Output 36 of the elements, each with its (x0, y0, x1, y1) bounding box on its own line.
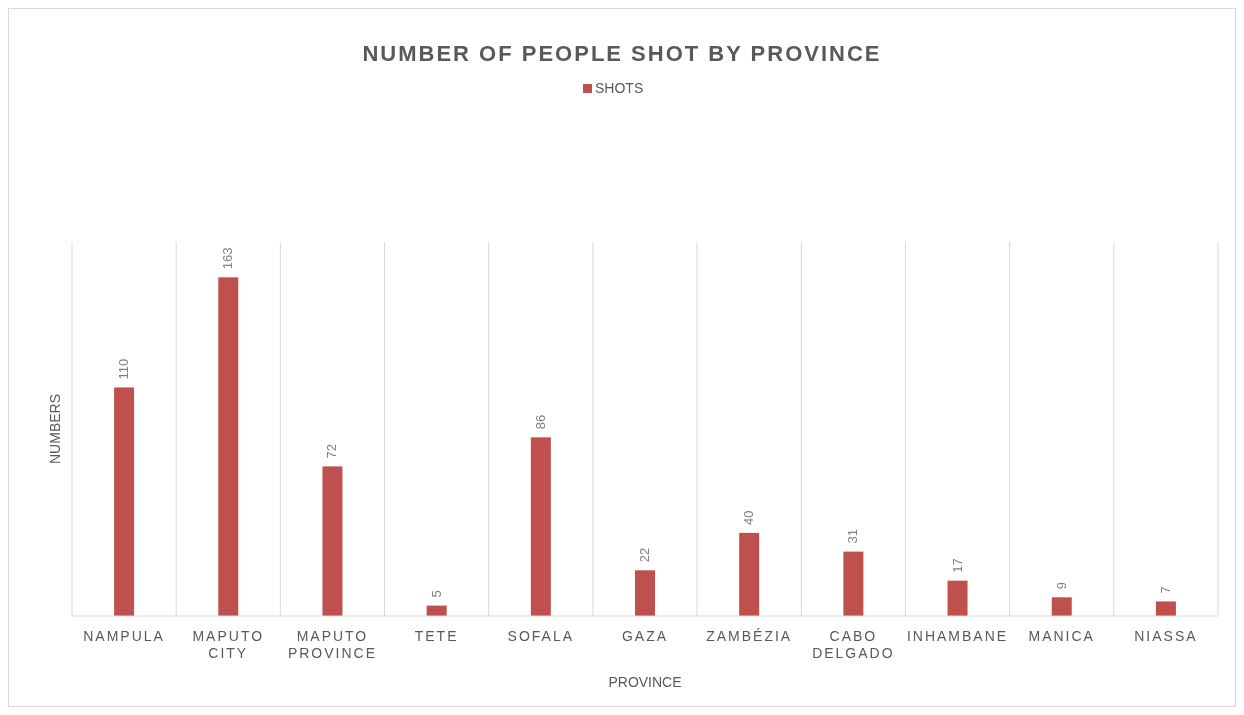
bar (843, 551, 864, 616)
chart-title: NUMBER OF PEOPLE SHOT BY PROVINCE (362, 41, 882, 66)
x-axis-title: PROVINCE (608, 674, 682, 690)
data-label: 110 (116, 358, 132, 380)
x-tick-label: MAPUTO CITY (192, 628, 265, 661)
bar (530, 437, 551, 616)
x-tick-label: TETE (414, 628, 459, 644)
data-label: 31 (845, 529, 861, 544)
bar (322, 466, 343, 616)
bar (635, 570, 655, 616)
legend-label: SHOTS (595, 80, 644, 96)
data-label: 40 (741, 510, 757, 525)
data-label: 7 (1157, 586, 1173, 594)
x-tick-label: INHAMBANE (906, 628, 1009, 644)
x-tick-label: NAMPULA (83, 628, 165, 644)
data-label: 163 (220, 247, 236, 270)
bar (114, 387, 135, 616)
x-tick-label: SOFALA (507, 628, 575, 644)
x-tick-label: ZAMBÉZIA (706, 628, 793, 644)
data-label: 22 (637, 547, 652, 563)
x-tick-label: MAPUTO PROVINCE (287, 628, 378, 661)
x-tick-label: MANICA (1028, 628, 1095, 644)
y-axis-title: NUMBERS (47, 393, 63, 465)
x-tick-label: GAZA (621, 628, 669, 644)
bar (947, 580, 968, 616)
data-label: 5 (428, 590, 444, 598)
bar (1051, 597, 1072, 616)
x-tick-label: NIASSA (1134, 628, 1198, 644)
bar (1155, 601, 1176, 616)
data-label: 72 (324, 443, 340, 459)
data-label: 86 (532, 414, 548, 430)
data-label: 17 (949, 558, 965, 573)
x-tick-label: CABO DELGADO (812, 628, 895, 661)
bar (739, 532, 760, 616)
data-label: 9 (1053, 582, 1069, 590)
bar (218, 277, 239, 616)
